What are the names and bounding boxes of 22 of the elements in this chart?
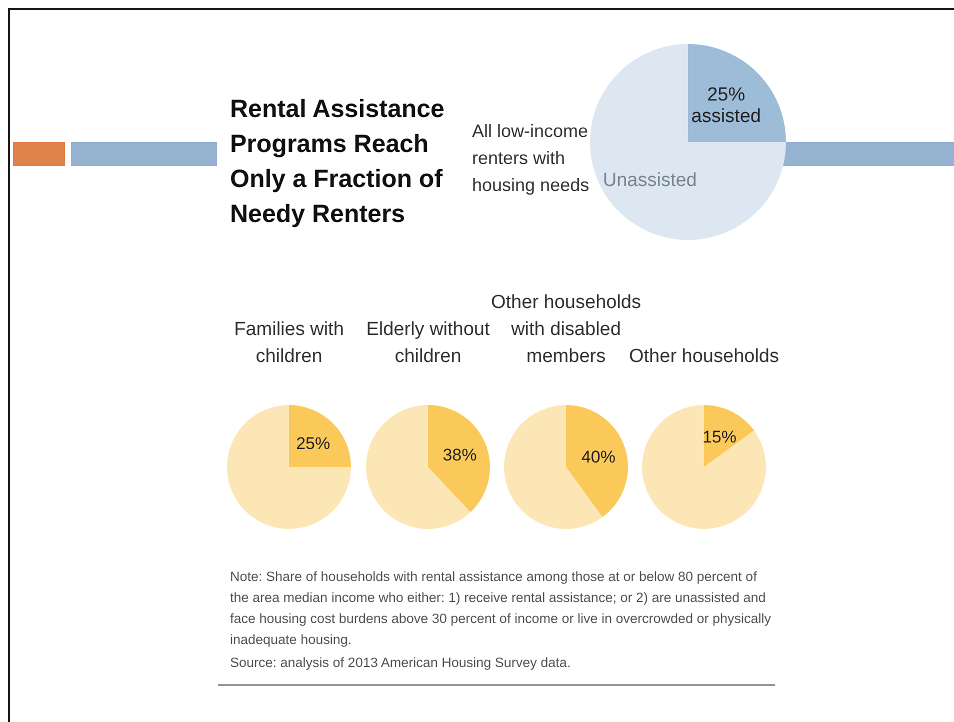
chart-title: Other households bbox=[629, 346, 779, 367]
text: All low-income renters with housing needs bbox=[472, 120, 590, 197]
data-label: 38% bbox=[442, 444, 477, 464]
pie-slice bbox=[428, 405, 490, 512]
pie-slice bbox=[642, 405, 766, 529]
data-label: 15% bbox=[702, 427, 736, 446]
pie-slice bbox=[590, 44, 786, 240]
text: Rental Assistance Programs Reach Only a Fraction of Needy Renters bbox=[230, 94, 446, 230]
chart-title: Families with children bbox=[234, 319, 344, 367]
text: Note: Share of households with rental assistance among those at or below 80 percent of the area median income who either: 1) receive rental assistance; or 2) are unassisted and face housing cost burdens above 30 percent of income or live in overcrowded or physically inadequate housing. bbox=[230, 568, 772, 649]
slice-label: assisted bbox=[691, 106, 761, 127]
chart-title: Elderly without children bbox=[366, 319, 490, 367]
data-label: 40% bbox=[581, 446, 616, 466]
source-note: Source: analysis of 2013 American Housing Survey data. bbox=[230, 654, 572, 672]
pie-slice bbox=[688, 44, 786, 142]
data-label: 25% bbox=[296, 433, 330, 452]
pie-slice bbox=[704, 405, 754, 467]
pie-slice bbox=[289, 405, 351, 467]
data-label: 25% bbox=[707, 84, 746, 105]
pie-slice bbox=[227, 405, 351, 529]
pie-slice bbox=[566, 405, 628, 518]
slice-label: Unassisted bbox=[602, 170, 697, 191]
